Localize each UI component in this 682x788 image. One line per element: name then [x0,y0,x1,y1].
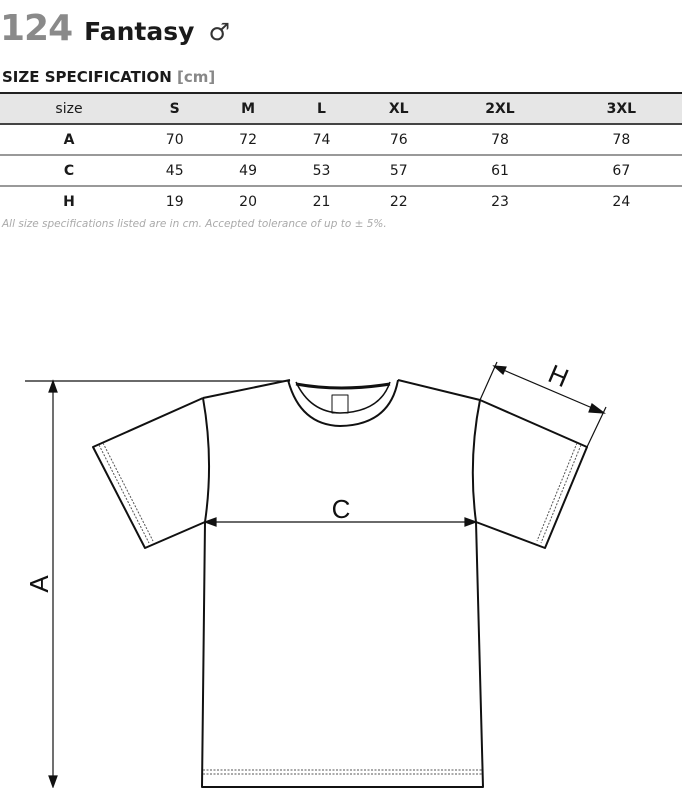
spec-heading: SIZE SPECIFICATION [cm] [2,68,215,86]
table-row: C 45 49 53 57 61 67 [0,155,682,186]
table-row: H 19 20 21 22 23 24 [0,186,682,216]
table-cell: 49 [239,162,257,179]
row-label: H [63,193,75,210]
label-h: H [544,358,573,393]
table-cell: 22 [389,193,408,210]
table-cell: 78 [612,131,631,148]
label-c: C [332,494,351,524]
table-cell: 53 [312,162,331,179]
left-shoulder [202,379,291,399]
table-cell: 76 [389,131,408,148]
table-cell: 20 [239,193,257,210]
column-header: XL [388,100,409,117]
table-cell: 61 [491,162,509,179]
row-label: A [63,131,75,148]
label-a: A [24,575,54,593]
right-sleeve [475,399,588,549]
product-name: Fantasy [84,17,195,46]
table-row: A 70 72 74 76 78 78 [0,124,682,155]
table-header-row: size S M L XL 2XL 3XL [0,93,682,124]
row-label: C [63,162,75,179]
spec-unit: [cm] [177,68,216,86]
table-cell: 72 [239,131,257,148]
neck-label [331,394,349,414]
table-cell: 70 [165,131,184,148]
dimension-h-line [493,365,605,414]
column-header: M [241,100,256,117]
left-sleeve [92,397,206,549]
table-cell: 78 [491,131,509,148]
collar-outer [287,379,399,427]
table-cell: 23 [491,193,509,210]
product-title: 124 Fantasy ♂ [0,8,230,49]
table-cell: 24 [612,193,631,210]
table-cell: 67 [612,162,631,179]
table-cell: 21 [312,193,331,210]
table-cell: 74 [312,131,331,148]
product-number: 124 [0,8,73,49]
spec-title: SIZE SPECIFICATION [2,68,172,86]
tolerance-note: All size specifications listed are in cm… [2,218,387,230]
right-shoulder [397,379,481,401]
column-header: 3XL [606,100,637,117]
tshirt-body [201,397,484,788]
column-header: S [169,100,180,117]
male-icon: ♂ [208,18,230,46]
table-cell: 19 [165,193,184,210]
column-header: L [317,100,326,117]
column-header: 2XL [485,100,515,117]
size-table: size S M L XL 2XL 3XL A 70 72 74 76 78 78 C 45 49… [0,92,682,216]
table-cell: 57 [389,162,408,179]
table-cell: 45 [165,162,184,179]
column-header: size [55,100,83,117]
